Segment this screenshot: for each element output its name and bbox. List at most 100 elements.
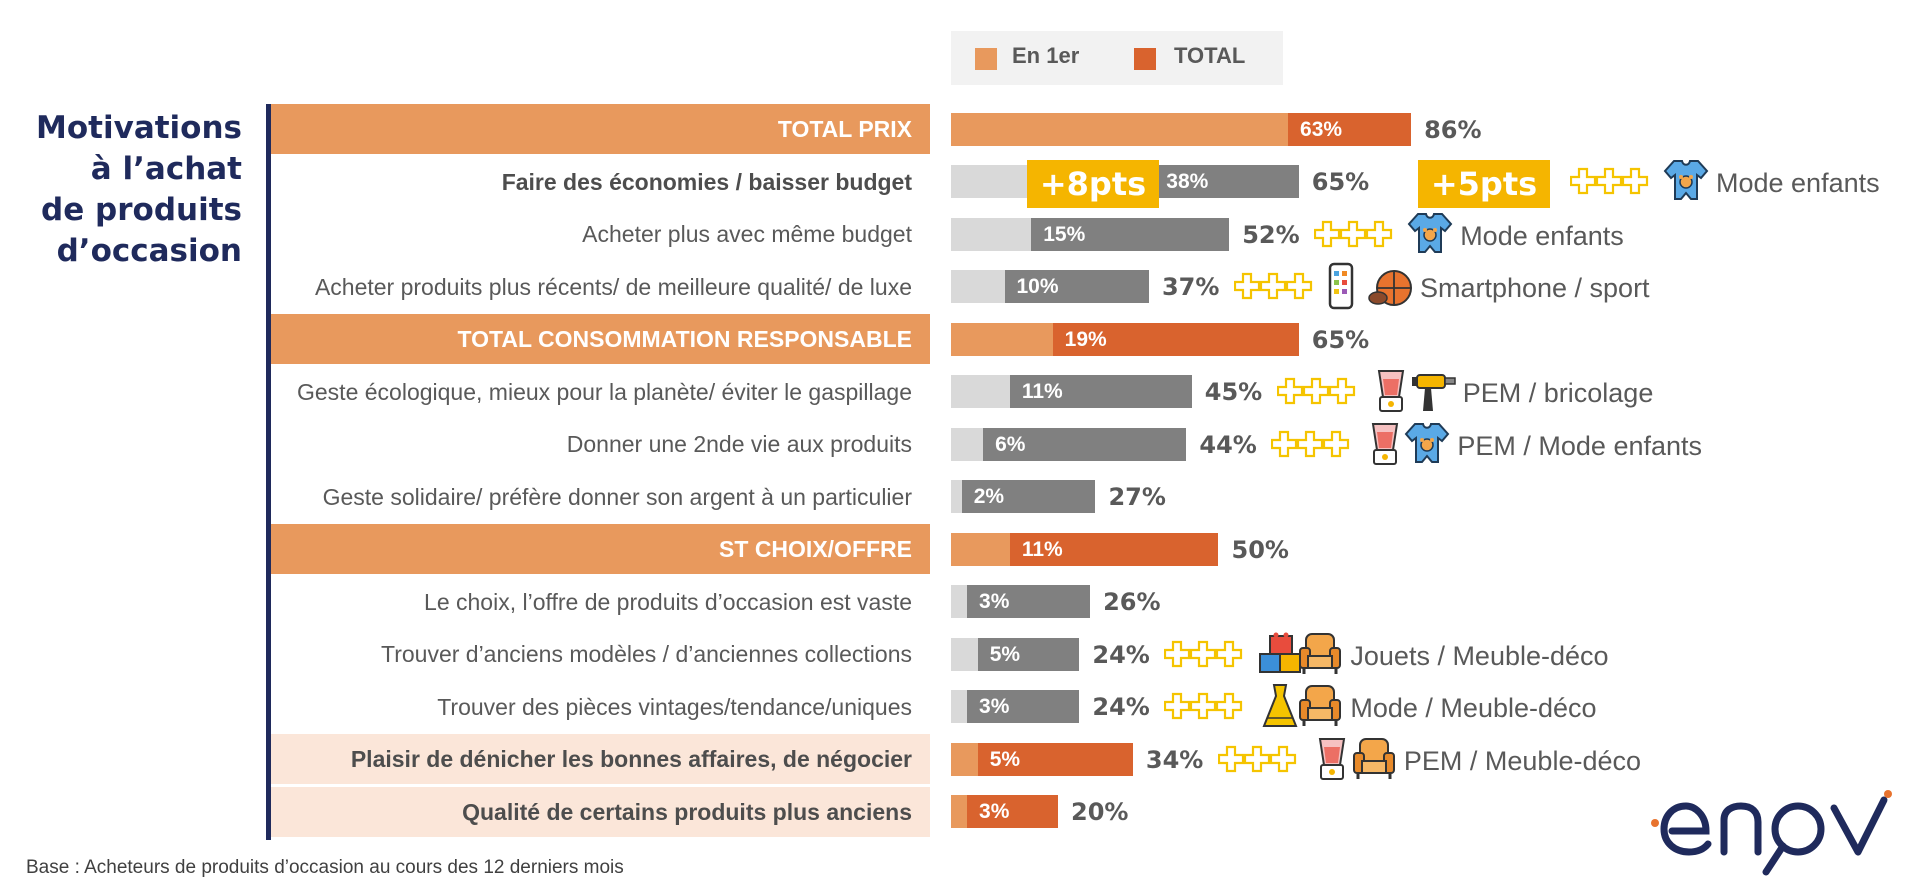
bar-total-value-label: 24%	[1092, 640, 1150, 669]
category-row: Geste écologique, mieux pour la planète/…	[271, 367, 930, 417]
category-label: Faire des économies / baisser budget	[501, 168, 912, 195]
bar-total-value-label: 65%	[1311, 325, 1370, 354]
category-label: Trouver des pièces vintages/tendance/uni…	[437, 693, 912, 720]
title-line: de produits	[41, 192, 242, 228]
category-hint: Jouets / Meuble-déco	[1350, 640, 1609, 671]
category-label: Plaisir de dénicher les bonnes affaires,…	[350, 746, 912, 772]
bar-first-value-label: 3%	[979, 800, 1010, 823]
bar-first	[951, 322, 1053, 356]
bar-first-value-label: 11%	[1021, 380, 1063, 403]
legend-label-first: En 1er	[1012, 43, 1080, 68]
category-row: Acheter plus avec même budget	[271, 209, 930, 259]
armchair-icon	[1299, 685, 1342, 726]
bar-total-value-label: 65%	[1311, 168, 1370, 196]
bar-first-value-label: 3%	[979, 590, 1010, 613]
bar-total	[1009, 532, 1219, 566]
toy-blocks-icon	[1259, 632, 1302, 673]
bar-first-value-label: 6%	[995, 432, 1026, 456]
category-row: TOTAL CONSOMMATION RESPONSABLE	[271, 314, 930, 364]
category-row: Geste solidaire/ préfère donner son arge…	[271, 472, 930, 522]
legend: En 1er TOTAL	[951, 31, 1283, 85]
category-row: TOTAL PRIX	[271, 104, 930, 154]
bar-total-value-label: 37%	[1161, 273, 1220, 301]
bar-total	[977, 637, 1080, 671]
category-hint: PEM / bricolage	[1462, 378, 1654, 408]
bar-total	[977, 742, 1133, 776]
category-row: ST CHOIX/OFFRE	[271, 524, 930, 574]
legend-label-total: TOTAL	[1174, 43, 1246, 68]
category-row: Plaisir de dénicher les bonnes affaires,…	[271, 734, 930, 784]
bar-first	[951, 742, 978, 776]
plus-rating-icon	[1271, 430, 1350, 457]
category-hint: Smartphone / sport	[1419, 273, 1650, 303]
category-hint: Mode enfants	[1460, 220, 1624, 251]
bar-first	[951, 270, 1005, 303]
category-hint: PEM / Mode enfants	[1457, 430, 1703, 461]
drill-icon	[1411, 374, 1456, 411]
plus-rating-icon	[1314, 220, 1393, 247]
category-label: Qualité de certains produits plus ancien…	[462, 798, 912, 825]
category-label: Geste écologique, mieux pour la planète/…	[297, 378, 912, 405]
vertical-divider	[266, 104, 271, 840]
bar-total-value-label: 20%	[1071, 798, 1129, 826]
category-row: Donner une 2nde vie aux produits	[271, 419, 930, 469]
category-row: Qualité de certains produits plus ancien…	[271, 786, 930, 837]
category-label: Geste solidaire/ préfère donner son arge…	[322, 483, 912, 510]
bar-first	[951, 480, 962, 513]
bar-total	[1052, 322, 1299, 356]
enov-logo	[1651, 790, 1892, 876]
bar-first	[951, 637, 978, 671]
category-hint: Mode enfants	[1716, 168, 1880, 198]
delta-first-badge: +8pts	[1027, 160, 1159, 208]
bar-first-value-label: 15%	[1043, 222, 1086, 246]
title-line: Motivations	[36, 110, 242, 146]
plus-rating-icon	[1164, 640, 1243, 667]
bar-first	[951, 532, 1010, 566]
sport-balls-icon	[1368, 270, 1412, 306]
bar-total	[1004, 270, 1149, 303]
bar-first-value-label: 5%	[989, 642, 1021, 666]
baby-onesie-icon	[1407, 212, 1453, 253]
plus-rating-icon	[1164, 692, 1243, 720]
bar-total-value-label: 45%	[1204, 378, 1263, 406]
bar-total	[967, 795, 1058, 828]
bar-total-value-label: 52%	[1242, 220, 1300, 249]
bar-total-value-label: 86%	[1424, 115, 1482, 144]
bar-total	[1154, 165, 1299, 198]
bar-total	[1009, 375, 1192, 408]
bar-total-value-label: 44%	[1199, 430, 1257, 459]
bar-total	[983, 427, 1187, 461]
category-row: Faire des économies / baisser budget	[271, 157, 930, 207]
baby-onesie-icon	[1405, 422, 1450, 463]
blender-icon	[1318, 737, 1346, 780]
bar-first	[951, 690, 968, 723]
title-line: d’occasion	[56, 233, 242, 269]
bar-total	[967, 690, 1080, 723]
category-label: Acheter produits plus récents/ de meille…	[314, 273, 912, 300]
category-label: ST CHOIX/OFFRE	[719, 536, 912, 562]
plus-rating-icon	[1217, 745, 1296, 772]
category-label: TOTAL PRIX	[777, 116, 912, 142]
legend-swatch-total	[1134, 48, 1156, 70]
smartphone-icon	[1328, 262, 1354, 310]
delta-total-badge: +5pts	[1418, 160, 1550, 208]
bar-total-value-label: 27%	[1108, 483, 1166, 511]
category-row: Trouver des pièces vintages/tendance/uni…	[271, 682, 930, 732]
category-label: Le choix, l’offre de produits d’occasion…	[424, 588, 912, 615]
category-hint: Mode / Meuble-déco	[1350, 693, 1597, 723]
armchair-icon	[1352, 737, 1395, 779]
bar-first-value-label: 19%	[1064, 327, 1107, 351]
bar-total	[1031, 217, 1230, 251]
bar-total-value-label: 26%	[1103, 588, 1161, 616]
bar-total-value-label: 50%	[1231, 535, 1289, 564]
category-hint: PEM / Meuble-déco	[1403, 745, 1641, 776]
bar-first-value-label: 3%	[979, 695, 1010, 718]
blender-icon	[1377, 370, 1404, 412]
bar-first-value-label: 2%	[973, 485, 1005, 508]
bar-total-value-label: 34%	[1145, 745, 1204, 774]
footnote: Base : Acheteurs de produits d’occasion …	[26, 857, 624, 878]
bar-first-value-label: 38%	[1166, 170, 1209, 193]
category-label: Donner une 2nde vie aux produits	[566, 431, 912, 457]
category-row: Acheter produits plus récents/ de meille…	[271, 262, 930, 312]
category-label: Acheter plus avec même budget	[582, 221, 912, 247]
